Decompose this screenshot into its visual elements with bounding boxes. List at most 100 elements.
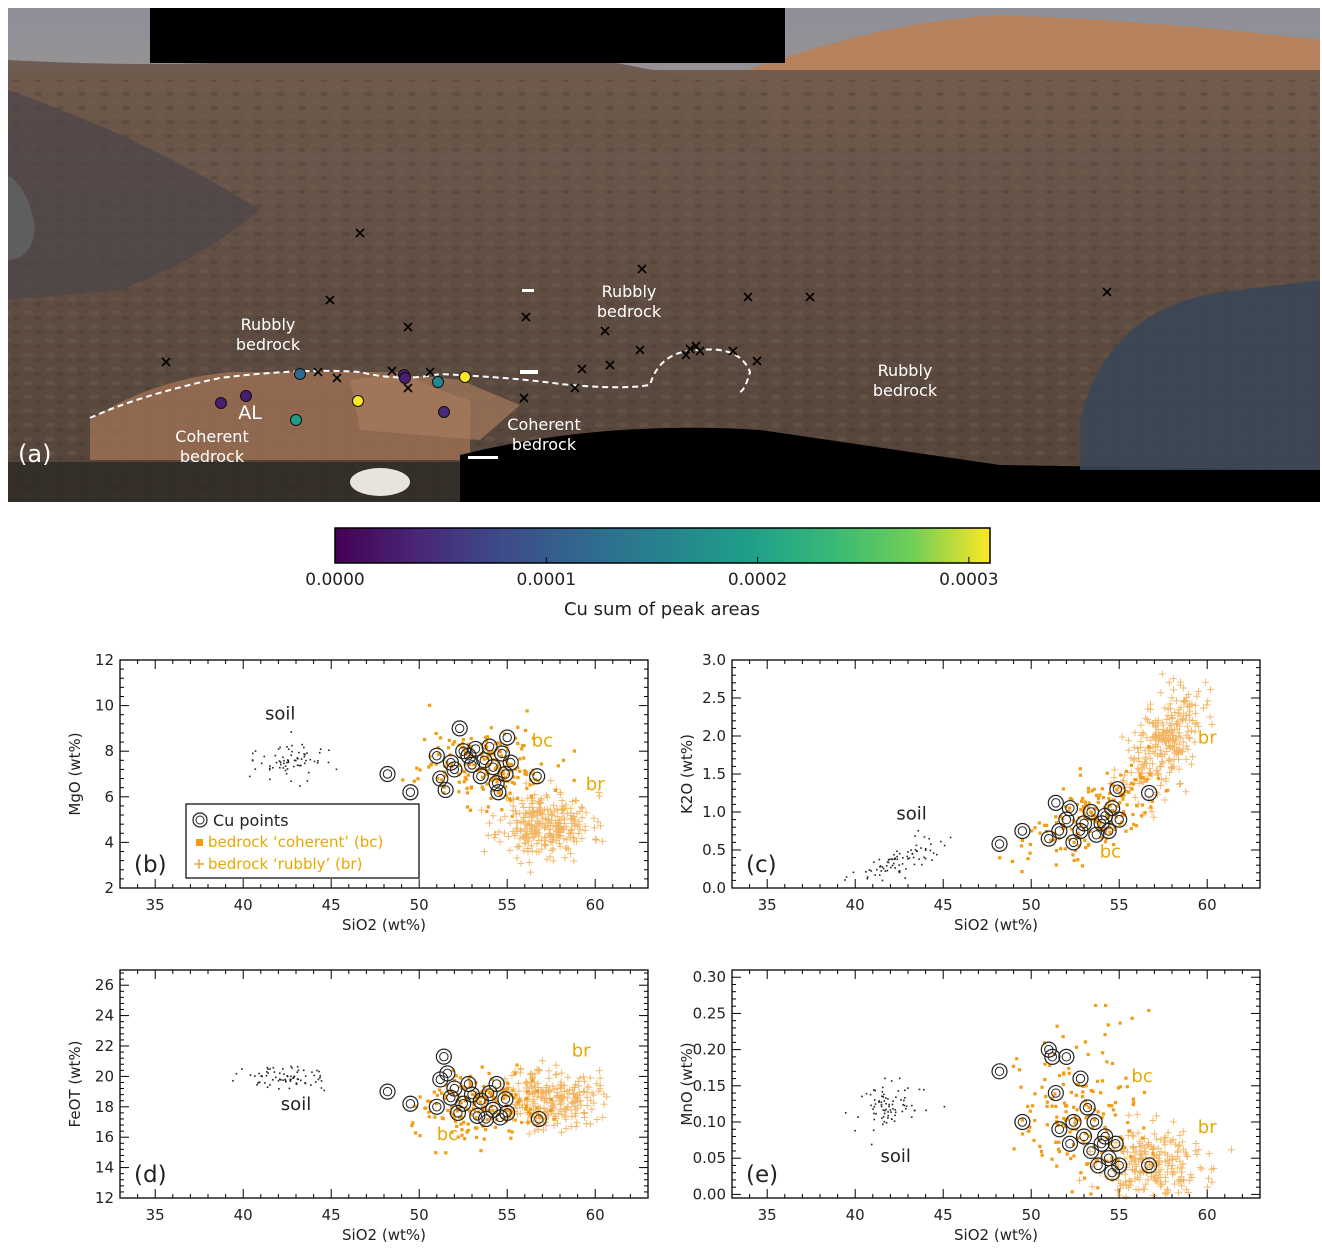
- soil-point: [866, 1093, 868, 1095]
- coherent-bedrock-point: [1055, 863, 1058, 866]
- coherent-bedrock-point: [1129, 1155, 1132, 1158]
- rubbly-bedrock-point: [550, 845, 557, 852]
- coherent-bedrock-point: [1083, 839, 1086, 842]
- coherent-bedrock-point: [511, 781, 514, 784]
- soil-point: [241, 1068, 243, 1070]
- coherent-bedrock-point: [1064, 847, 1067, 850]
- soil-point: [321, 1087, 323, 1089]
- coherent-bedrock-point: [523, 769, 526, 772]
- y-axis-label: MgO (wt%): [66, 732, 84, 815]
- cu-point-marker: [353, 396, 364, 407]
- soil-point: [881, 1091, 883, 1093]
- soil-point: [867, 876, 869, 878]
- rubbly-bedrock-point: [505, 833, 512, 840]
- cluster-label-br: br: [586, 774, 605, 795]
- coherent-bedrock-point: [513, 1072, 516, 1075]
- coherent-bedrock-point: [448, 739, 451, 742]
- soil-point: [257, 1082, 259, 1084]
- coherent-bedrock-point: [423, 738, 426, 741]
- soil-point: [881, 1106, 883, 1108]
- coherent-bedrock-point: [484, 1128, 487, 1131]
- coherent-bedrock-point: [475, 1136, 478, 1139]
- rubbly-bedrock-point: [588, 1106, 595, 1113]
- cu-point: [380, 1084, 395, 1099]
- coherent-bedrock-point: [465, 787, 468, 790]
- soil-point: [928, 838, 930, 840]
- colorbar-tick-label: 0.0003: [939, 570, 998, 590]
- rubbly-bedrock-point: [1197, 1164, 1204, 1171]
- cu-point: [380, 767, 395, 782]
- rubbly-bedrock-point: [1184, 723, 1191, 730]
- soil-point: [297, 1066, 299, 1068]
- rubbly-bedrock-point: [1076, 1177, 1083, 1184]
- soil-point: [853, 872, 855, 874]
- x-tick-label: 50: [410, 896, 429, 914]
- coherent-bedrock-point: [1057, 1141, 1060, 1144]
- cu-point: [1062, 1136, 1077, 1151]
- coherent-bedrock-point: [506, 1082, 509, 1085]
- coherent-bedrock-point: [1015, 1057, 1018, 1060]
- rubbly-bedrock-point: [1182, 788, 1189, 795]
- soil-point: [299, 765, 301, 767]
- soil-point: [898, 864, 900, 866]
- coherent-bedrock-point: [1097, 797, 1100, 800]
- soil-point: [896, 856, 898, 858]
- y-tick-label: 26: [95, 976, 114, 994]
- soil-point: [282, 1079, 284, 1081]
- x-tick-label: 60: [586, 896, 605, 914]
- soil-point: [884, 870, 886, 872]
- soil-point: [286, 773, 288, 775]
- soil-point: [290, 1076, 292, 1078]
- cu-point: [1048, 795, 1063, 810]
- x-tick-label: 60: [1198, 896, 1217, 914]
- soil-point: [298, 752, 300, 754]
- soil-point: [891, 1118, 893, 1120]
- soil-point: [911, 1105, 913, 1107]
- soil-point: [888, 1106, 890, 1108]
- soil-point: [884, 1078, 886, 1080]
- coherent-bedrock-point: [1062, 787, 1065, 790]
- coherent-bedrock-point: [1026, 857, 1029, 860]
- soil-point: [311, 1071, 313, 1073]
- soil-point: [905, 1108, 907, 1110]
- x-axis-label: SiO2 (wt%): [342, 916, 426, 934]
- soil-point: [873, 1106, 875, 1108]
- colorbar-gradient: [335, 528, 990, 563]
- coherent-bedrock-point: [486, 1118, 489, 1121]
- soil-point: [313, 1075, 315, 1077]
- y-tick-label: 22: [95, 1037, 114, 1055]
- coherent-bedrock-point: [562, 759, 565, 762]
- soil-point: [917, 830, 919, 832]
- coherent-bedrock-point: [438, 1088, 441, 1091]
- x-tick-label: 50: [1022, 1206, 1041, 1224]
- coherent-bedrock-point: [1058, 1150, 1061, 1153]
- soil-point: [883, 1109, 885, 1111]
- coherent-bedrock-point: [1064, 1110, 1067, 1113]
- coherent-bedrock-point: [531, 1079, 534, 1082]
- soil-point: [285, 770, 287, 772]
- cu-point: [992, 836, 1007, 851]
- soil-point: [911, 1116, 913, 1118]
- soil-point: [884, 1100, 886, 1102]
- coherent-bedrock-point: [573, 749, 576, 752]
- coherent-bedrock-point: [419, 1095, 422, 1098]
- soil-point: [886, 865, 888, 867]
- coherent-bedrock-point: [460, 1134, 463, 1137]
- soil-point: [319, 1077, 321, 1079]
- rubbly-bedrock-point: [544, 806, 551, 813]
- rubbly-bedrock-point: [597, 1082, 604, 1089]
- cu-point-marker: [291, 415, 302, 426]
- plot-frame: [732, 660, 1260, 888]
- soil-point: [297, 1079, 299, 1081]
- x-tick-label: 55: [498, 1206, 517, 1224]
- soil-point: [907, 851, 909, 853]
- coherent-bedrock-point: [1072, 1154, 1075, 1157]
- soil-point: [873, 861, 875, 863]
- coherent-bedrock-point: [1147, 1009, 1150, 1012]
- soil-point: [290, 1080, 292, 1082]
- soil-point: [314, 761, 316, 763]
- coherent-bedrock-point: [1102, 1112, 1105, 1115]
- cu-point: [403, 785, 418, 800]
- soil-point: [893, 854, 895, 856]
